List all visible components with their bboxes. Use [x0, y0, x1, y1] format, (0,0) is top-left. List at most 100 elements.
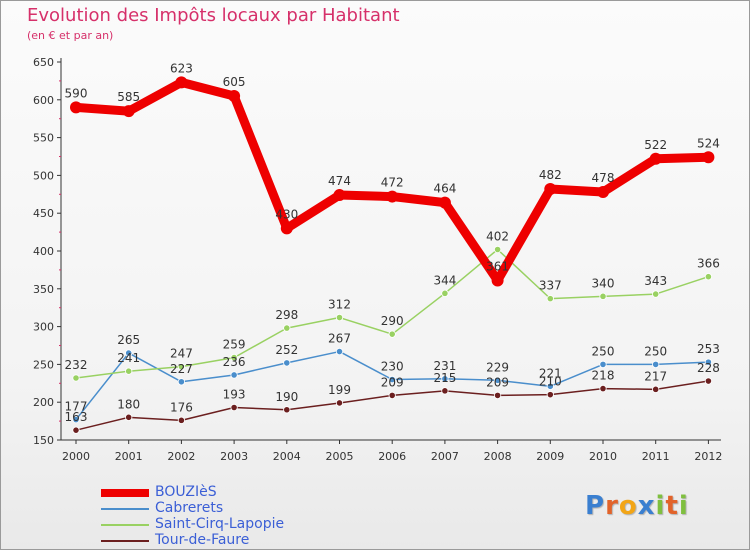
x-tick-label: 2010 — [589, 450, 617, 463]
data-point — [335, 347, 344, 356]
x-tick-label: 2001 — [115, 450, 143, 463]
logo-letter: P — [585, 491, 606, 521]
data-label: 366 — [697, 257, 720, 271]
data-label: 176 — [170, 400, 193, 414]
legend-swatch — [101, 489, 149, 497]
data-point — [283, 359, 291, 367]
data-label: 232 — [65, 358, 88, 372]
data-point — [652, 360, 660, 368]
data-label: 482 — [539, 168, 562, 182]
data-label: 344 — [433, 273, 456, 287]
data-point — [493, 376, 502, 384]
data-point — [335, 313, 344, 322]
data-point — [125, 413, 133, 421]
data-point — [704, 358, 713, 366]
x-tick-label: 2009 — [536, 450, 564, 463]
y-tick-label: 150 — [33, 434, 54, 447]
legend-label: Cabrerets — [155, 500, 224, 516]
data-point — [493, 391, 502, 399]
y-tick-label: 450 — [33, 207, 54, 220]
data-label: 259 — [223, 338, 246, 352]
data-label: 267 — [328, 332, 351, 346]
legend-label: Saint-Cirq-Lapopie — [155, 516, 285, 532]
data-label: 250 — [592, 344, 615, 358]
data-point — [546, 295, 554, 303]
data-point — [177, 363, 185, 371]
data-point — [441, 387, 449, 395]
data-point — [230, 371, 238, 379]
data-point — [546, 391, 554, 399]
x-tick-label: 2008 — [484, 450, 512, 463]
data-label: 230 — [381, 360, 404, 374]
data-point — [546, 382, 554, 390]
data-label: 474 — [328, 174, 351, 188]
data-label: 472 — [381, 176, 404, 190]
logo-letter: r — [605, 491, 619, 521]
legend-swatch — [101, 508, 149, 510]
data-point — [125, 349, 133, 357]
y-tick-label: 550 — [33, 132, 54, 145]
data-point — [70, 101, 82, 114]
data-label: 199 — [328, 383, 351, 397]
data-label: 253 — [697, 342, 720, 356]
data-point — [599, 360, 607, 368]
data-point — [72, 415, 80, 424]
data-point — [283, 324, 291, 332]
data-point — [493, 245, 502, 254]
data-point — [177, 416, 185, 424]
data-label: 337 — [539, 279, 562, 293]
data-point — [704, 377, 713, 385]
data-point — [230, 353, 238, 362]
x-tick-label: 2003 — [220, 450, 248, 463]
data-point — [230, 403, 238, 412]
x-tick-label: 2007 — [431, 450, 459, 463]
data-label: 252 — [275, 343, 298, 357]
data-label: 590 — [65, 86, 88, 100]
data-label: 605 — [223, 75, 246, 89]
logo-letter: i — [655, 491, 666, 521]
data-point — [702, 151, 715, 164]
data-point — [652, 290, 660, 298]
data-label: 312 — [328, 298, 351, 312]
data-label: 163 — [65, 410, 88, 424]
y-tick-label: 200 — [33, 396, 54, 409]
y-tick-label: 250 — [33, 358, 54, 371]
data-label: 430 — [275, 207, 298, 221]
y-tick-label: 500 — [33, 169, 54, 182]
legend-swatch — [101, 524, 149, 526]
y-tick-label: 650 — [33, 56, 54, 69]
data-point — [228, 90, 241, 103]
data-label: 231 — [433, 359, 456, 373]
data-label: 177 — [65, 400, 88, 414]
data-label: 209 — [381, 375, 404, 389]
data-label: 236 — [223, 355, 246, 369]
data-label: 209 — [486, 375, 509, 389]
data-point — [599, 292, 607, 300]
data-point — [441, 375, 449, 383]
chart-subtitle: (en € et par an) — [27, 29, 114, 42]
x-tick-label: 2012 — [694, 450, 722, 463]
data-point — [72, 374, 80, 382]
legend-label: BOUZIèS — [155, 484, 217, 500]
data-label: 298 — [275, 308, 298, 322]
y-tick-label: 350 — [33, 283, 54, 296]
data-point — [177, 378, 185, 386]
data-point — [438, 196, 451, 209]
data-label: 290 — [381, 314, 404, 328]
data-label: 227 — [170, 362, 193, 376]
logo-letter: o — [618, 491, 638, 521]
data-point — [649, 152, 662, 165]
proxiti-logo: Proxiti — [585, 491, 689, 521]
data-point — [122, 105, 135, 118]
data-label: 228 — [697, 361, 720, 375]
data-label: 522 — [644, 138, 667, 152]
data-label: 241 — [117, 351, 140, 365]
data-point — [491, 274, 504, 287]
data-label: 464 — [433, 182, 456, 196]
legend-swatch — [101, 540, 149, 542]
data-point — [280, 222, 293, 235]
data-label: 180 — [117, 397, 140, 411]
logo-letter: i — [678, 491, 689, 521]
